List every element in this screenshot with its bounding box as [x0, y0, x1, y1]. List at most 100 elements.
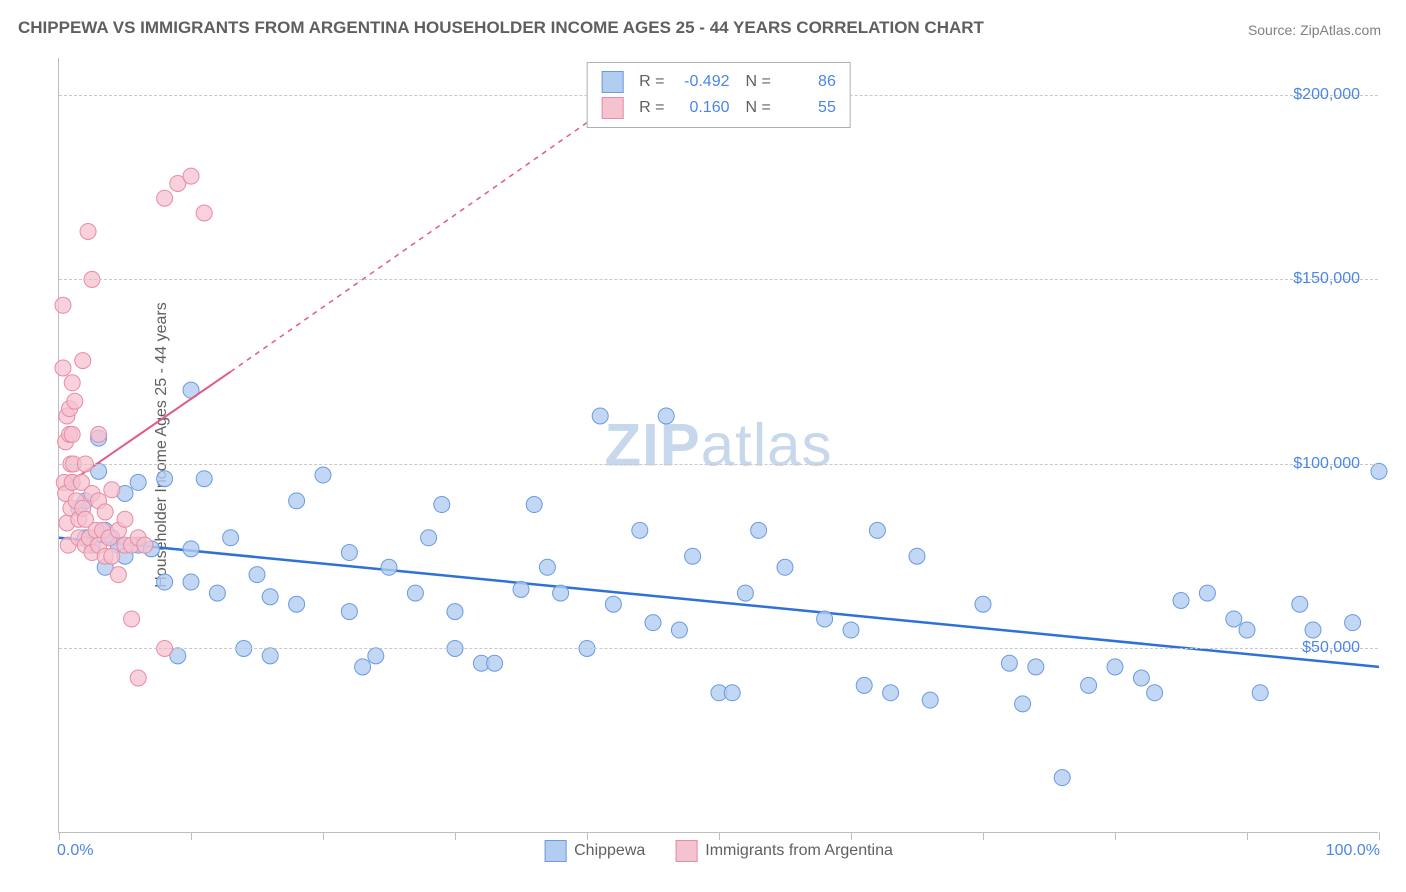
data-point	[909, 548, 925, 564]
legend-item: Immigrants from Argentina	[675, 840, 893, 862]
series-legend: Chippewa Immigrants from Argentina	[544, 840, 893, 862]
x-tick	[983, 832, 984, 840]
legend-label: Chippewa	[574, 842, 645, 860]
data-point	[110, 567, 126, 583]
n-value-1: 55	[781, 99, 836, 117]
data-point	[1081, 677, 1097, 693]
data-point	[1015, 696, 1031, 712]
x-tick	[1379, 832, 1380, 840]
data-point	[1199, 585, 1215, 601]
legend-item: Chippewa	[544, 840, 645, 862]
data-point	[645, 615, 661, 631]
data-point	[137, 537, 153, 553]
x-tick	[191, 832, 192, 840]
legend-swatch-1	[601, 97, 623, 119]
y-tick-label: $100,000	[1293, 455, 1360, 473]
data-point	[922, 692, 938, 708]
x-tick	[1115, 832, 1116, 840]
data-point	[289, 493, 305, 509]
gridline	[59, 648, 1378, 649]
data-point	[289, 596, 305, 612]
data-point	[817, 611, 833, 627]
data-point	[1292, 596, 1308, 612]
data-point	[1173, 593, 1189, 609]
data-point	[249, 567, 265, 583]
data-point	[447, 604, 463, 620]
data-point	[315, 467, 331, 483]
data-point	[1054, 770, 1070, 786]
data-point	[183, 541, 199, 557]
data-point	[1345, 615, 1361, 631]
data-point	[368, 648, 384, 664]
x-tick	[851, 832, 852, 840]
data-point	[75, 353, 91, 369]
data-point	[64, 375, 80, 391]
data-point	[1371, 463, 1387, 479]
legend-swatch-0	[601, 71, 623, 93]
data-point	[605, 596, 621, 612]
data-point	[209, 585, 225, 601]
data-point	[355, 659, 371, 675]
x-tick	[323, 832, 324, 840]
r-value-1: 0.160	[675, 99, 730, 117]
data-point	[117, 511, 133, 527]
x-tick	[587, 832, 588, 840]
data-point	[80, 223, 96, 239]
source-attribution: Source: ZipAtlas.com	[1248, 22, 1381, 38]
data-point	[1001, 655, 1017, 671]
data-point	[671, 622, 687, 638]
data-point	[183, 168, 199, 184]
data-point	[685, 548, 701, 564]
data-point	[1226, 611, 1242, 627]
data-point	[1107, 659, 1123, 675]
data-point	[157, 471, 173, 487]
data-point	[658, 408, 674, 424]
data-point	[157, 574, 173, 590]
data-point	[104, 548, 120, 564]
data-point	[130, 474, 146, 490]
data-point	[883, 685, 899, 701]
data-point	[223, 530, 239, 546]
data-point	[196, 205, 212, 221]
data-point	[632, 522, 648, 538]
legend-swatch	[675, 840, 697, 862]
correlation-legend: R = -0.492 N = 86 R = 0.160 N = 55	[586, 62, 851, 128]
data-point	[104, 482, 120, 498]
data-point	[777, 559, 793, 575]
r-value-0: -0.492	[675, 73, 730, 91]
data-point	[97, 504, 113, 520]
data-point	[55, 297, 71, 313]
data-point	[1305, 622, 1321, 638]
data-point	[55, 360, 71, 376]
data-point	[196, 471, 212, 487]
y-tick-label: $150,000	[1293, 270, 1360, 288]
data-point	[1252, 685, 1268, 701]
r-label: R =	[639, 99, 664, 117]
data-point	[91, 426, 107, 442]
plot-area: Householder Income Ages 25 - 44 years ZI…	[58, 58, 1378, 833]
y-tick-label: $200,000	[1293, 86, 1360, 104]
x-axis-label: 100.0%	[1326, 842, 1380, 860]
gridline	[59, 464, 1378, 465]
data-point	[341, 604, 357, 620]
n-label: N =	[746, 73, 771, 91]
scatter-svg	[59, 58, 1378, 832]
data-point	[183, 574, 199, 590]
x-tick	[1247, 832, 1248, 840]
data-point	[381, 559, 397, 575]
data-point	[856, 677, 872, 693]
data-point	[1147, 685, 1163, 701]
data-point	[434, 497, 450, 513]
y-tick-label: $50,000	[1302, 639, 1360, 657]
data-point	[262, 589, 278, 605]
data-point	[724, 685, 740, 701]
data-point	[341, 545, 357, 561]
data-point	[592, 408, 608, 424]
legend-row-series-0: R = -0.492 N = 86	[601, 69, 836, 95]
n-value-0: 86	[781, 73, 836, 91]
data-point	[539, 559, 555, 575]
x-tick	[719, 832, 720, 840]
data-point	[421, 530, 437, 546]
x-axis-label: 0.0%	[57, 842, 93, 860]
data-point	[1239, 622, 1255, 638]
